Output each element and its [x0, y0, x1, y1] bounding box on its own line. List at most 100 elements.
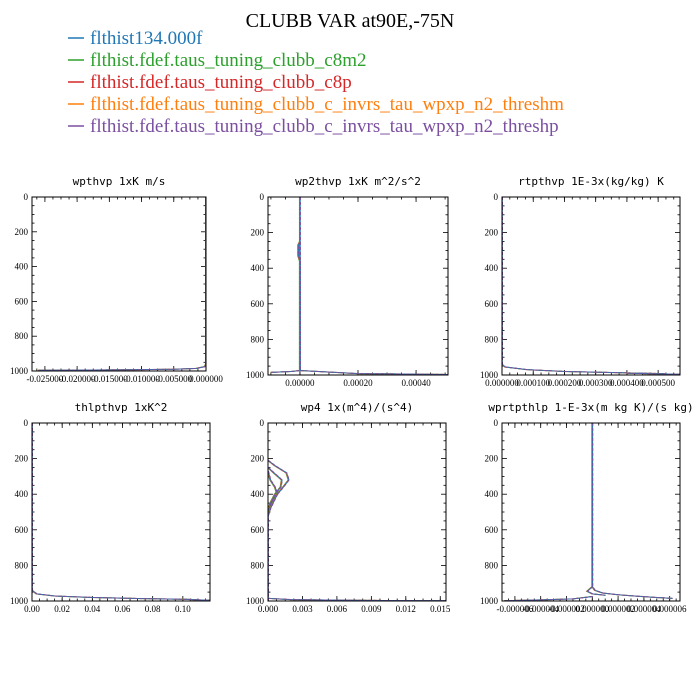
y-tick-label: 400 — [15, 489, 29, 499]
series-group — [502, 197, 680, 375]
x-tick-label: -0.000006 — [497, 604, 534, 614]
y-tick-label: 0 — [260, 192, 265, 202]
plot-frame — [501, 196, 681, 376]
y-tick-label: 0 — [494, 418, 499, 428]
y-tick-label: 600 — [485, 525, 499, 535]
series-group — [270, 197, 448, 375]
y-tick-label: 400 — [485, 263, 499, 273]
y-tick-label: 800 — [251, 560, 265, 570]
chart-panel: thlpthvp 1xK^2 0 200 400 600 800 10000.00 0.02 0… — [10, 401, 211, 614]
plot-frame — [31, 196, 207, 372]
x-tick-label: -0.000002 — [548, 604, 585, 614]
series-line — [38, 197, 206, 371]
series-line — [586, 586, 606, 596]
y-tick-label: 800 — [251, 334, 265, 344]
x-tick-label: 0.10 — [175, 604, 191, 614]
y-tick-label: 800 — [485, 334, 499, 344]
x-tick-label: 0.00040 — [401, 378, 431, 388]
y-tick-label: 400 — [251, 263, 265, 273]
chart-panel: rtpthvp 1E-3x(kg/kg) K020040060080010000… — [480, 175, 681, 388]
y-tick-label: 600 — [251, 525, 265, 535]
x-tick-label: -0.005000 — [155, 374, 192, 384]
series-line — [505, 596, 593, 601]
panel-title: thlpthvp 1xK^2 — [75, 401, 168, 414]
x-tick-label: 0.003 — [292, 604, 313, 614]
panel-title: rtpthvp 1E-3x(kg/kg) K — [518, 175, 664, 188]
y-tick-label: 200 — [251, 454, 265, 464]
chart-panel: wp4 1x(m^4)/(s^4) 0 200 400 600 800 10000.000 0… — [246, 401, 451, 614]
panel-title: wpthvp 1xK m/s — [73, 175, 166, 188]
x-tick-label: 0.009 — [361, 604, 382, 614]
legend-entry: flthist.fdef.taus_tuning_clubb_c_invrs_t… — [68, 116, 559, 137]
x-tick-label: -0.010000 — [123, 374, 160, 384]
plot-frame — [31, 422, 211, 602]
y-tick-label: 1000 — [10, 366, 29, 376]
x-tick-label: 0.000004 — [627, 604, 661, 614]
y-tick-label: 400 — [485, 489, 499, 499]
x-tick-label: 0.000000 — [485, 378, 519, 388]
x-tick-label: 0.00 — [24, 604, 40, 614]
legend-label: flthist.fdef.taus_tuning_clubb_c8p — [90, 72, 352, 93]
figure-title: CLUBB VAR at90E,-75N — [246, 10, 455, 32]
x-tick-label: 0.015 — [430, 604, 451, 614]
y-tick-label: 600 — [485, 299, 499, 309]
x-tick-label: 0.000002 — [601, 604, 635, 614]
y-tick-label: 400 — [251, 489, 265, 499]
y-tick-label: 200 — [251, 228, 265, 238]
series-line — [268, 470, 279, 516]
x-tick-label: 0.000200 — [548, 378, 582, 388]
chart-panel: wprtpthlp 1-E-3x(m kg K)/(s kg) 0 200 400 60… — [480, 401, 694, 614]
x-tick-label: 0.04 — [84, 604, 100, 614]
legend-label: flthist134.000f — [90, 28, 203, 49]
x-tick-label: 0.000000 — [189, 374, 223, 384]
panel-title: wp4 1x(m^4)/(s^4) — [301, 401, 414, 414]
y-tick-label: 600 — [251, 299, 265, 309]
series-line — [268, 467, 283, 513]
series-line — [183, 598, 210, 601]
series-line — [298, 241, 448, 375]
x-tick-label: 0.00000 — [285, 378, 315, 388]
chart-panels: wpthvp 1xK m/s02004006008001000-0.025000… — [10, 175, 694, 614]
series-line — [32, 423, 199, 601]
y-tick-label: 0 — [24, 192, 29, 202]
y-tick-label: 0 — [260, 418, 265, 428]
y-tick-label: 1000 — [480, 370, 499, 380]
legend-entry: flthist.fdef.taus_tuning_clubb_c8m2 — [68, 50, 367, 71]
chart-panel: wp2thvp 1xK m^2/s^2 0 200 400 600 800 1000 0.00… — [246, 175, 449, 388]
x-tick-label: 0.000500 — [641, 378, 675, 388]
x-tick-label: 0.000300 — [579, 378, 613, 388]
y-tick-label: 1000 — [246, 596, 265, 606]
plot-frame — [267, 196, 449, 376]
y-tick-label: 600 — [15, 525, 29, 535]
legend-entry: flthist.fdef.taus_tuning_clubb_c_invrs_t… — [68, 94, 564, 115]
x-tick-label: 0.02 — [54, 604, 70, 614]
legend-label: flthist.fdef.taus_tuning_clubb_c_invrs_t… — [90, 94, 564, 115]
x-tick-label: 0.000 — [258, 604, 279, 614]
series-line — [592, 423, 673, 599]
x-tick-label: 0.012 — [396, 604, 416, 614]
chart-panel: wpthvp 1xK m/s 0 200 400 600 800 1000-0.025000… — [10, 175, 223, 384]
x-tick-label: 0.006 — [327, 604, 348, 614]
x-tick-label: 0.000006 — [653, 604, 687, 614]
y-tick-label: 200 — [15, 454, 29, 464]
legend-entry: flthist.fdef.taus_tuning_clubb_c8p — [68, 72, 352, 93]
y-tick-label: 1000 — [246, 370, 265, 380]
panel-title: wprtpthlp 1-E-3x(m kg K)/(s kg) — [488, 401, 693, 414]
x-tick-label: 0.08 — [145, 604, 161, 614]
legend: flthist134.000fflthist.fdef.taus_tuning_… — [68, 28, 564, 137]
legend-entry: flthist134.000f — [68, 28, 203, 49]
x-tick-label: -0.025000 — [27, 374, 64, 384]
x-tick-label: 0.000400 — [610, 378, 644, 388]
y-tick-label: 600 — [15, 296, 29, 306]
series-line — [502, 197, 665, 375]
y-tick-label: 200 — [15, 227, 29, 237]
series-group — [504, 423, 673, 601]
y-tick-label: 200 — [485, 228, 499, 238]
y-tick-label: 400 — [15, 262, 29, 272]
y-tick-label: 0 — [24, 418, 29, 428]
plot-frame — [267, 422, 447, 602]
x-tick-label: -0.020000 — [59, 374, 96, 384]
y-tick-label: 800 — [15, 331, 29, 341]
